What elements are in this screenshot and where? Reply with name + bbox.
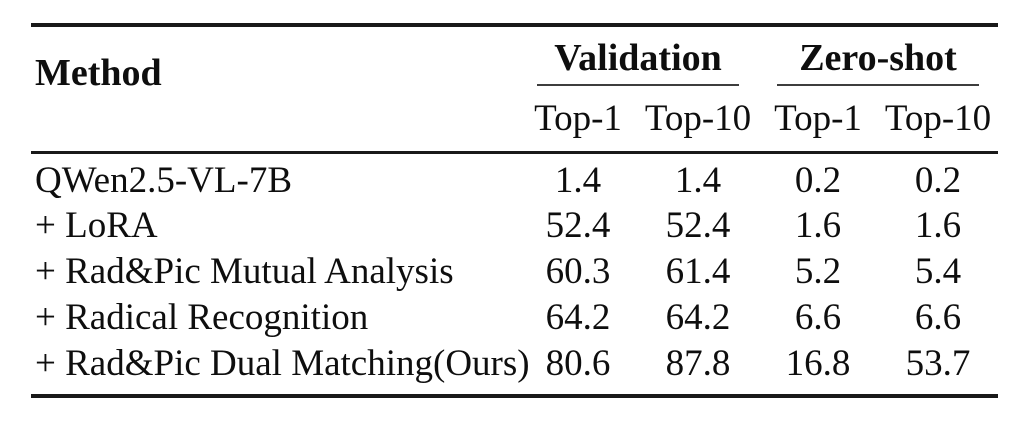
results-table: Method Validation Zero-shot Top-1 Top-10… [31, 23, 998, 398]
group-header-zero-shot: Zero-shot [758, 25, 998, 86]
value-cell: 0.2 [914, 159, 962, 201]
value-cell: 64.2 [545, 297, 611, 338]
value-cell: 1.4 [674, 159, 722, 201]
value-cell: 52.4 [545, 205, 611, 246]
value-cell: 5.2 [794, 251, 842, 292]
value-cell: 16.8 [785, 342, 851, 384]
group-header-validation-label: Validation [537, 39, 739, 86]
method-cell: + Rad&Pic Mutual Analysis [35, 251, 454, 292]
value-cell: 6.6 [914, 297, 962, 338]
value-cell: 60.3 [545, 251, 611, 292]
method-cell: + Radical Recognition [35, 297, 369, 338]
method-column-header-label: Method [35, 52, 162, 94]
value-cell: 1.6 [914, 205, 962, 246]
value-cell: 0.2 [794, 159, 842, 201]
table-row: QWen2.5-VL-7B 1.4 1.4 0.2 0.2 [31, 152, 998, 199]
table-row: + Rad&Pic Dual Matching(Ours) 80.6 87.8 … [31, 337, 998, 396]
method-cell: QWen2.5-VL-7B [35, 159, 292, 201]
method-cell: + Rad&Pic Dual Matching(Ours) [35, 342, 530, 384]
value-cell: 5.4 [914, 251, 962, 292]
column-header-zero-shot-top10: Top-10 [878, 86, 998, 154]
table-header: Method Validation Zero-shot Top-1 Top-10… [31, 25, 998, 154]
table-row: + Radical Recognition 64.2 64.2 6.6 6.6 [31, 291, 998, 337]
method-cell: + LoRA [35, 205, 158, 246]
value-cell: 1.6 [794, 205, 842, 246]
group-header-validation: Validation [518, 25, 758, 86]
table-row: + LoRA 52.4 52.4 1.6 1.6 [31, 199, 998, 245]
group-header-zero-shot-label: Zero-shot [777, 39, 979, 86]
table-row: + Rad&Pic Mutual Analysis 60.3 61.4 5.2 … [31, 245, 998, 291]
column-header-validation-top1: Top-1 [518, 86, 638, 154]
value-cell: 6.6 [794, 297, 842, 338]
column-header-validation-top10: Top-10 [638, 86, 758, 154]
column-header-zero-shot-top1: Top-1 [758, 86, 878, 154]
value-cell: 1.4 [554, 159, 602, 201]
header-group-row: Method Validation Zero-shot [31, 25, 998, 154]
value-cell: 53.7 [905, 342, 971, 384]
method-column-header: Method [31, 25, 518, 154]
table-body: QWen2.5-VL-7B 1.4 1.4 0.2 0.2 + LoRA 52.… [31, 152, 998, 396]
value-cell: 64.2 [665, 297, 731, 338]
value-cell: 52.4 [665, 205, 731, 246]
value-cell: 87.8 [665, 342, 731, 384]
header-sub-row: Top-1 Top-10 Top-1 Top-10 [31, 86, 998, 154]
value-cell: 80.6 [545, 342, 611, 384]
value-cell: 61.4 [665, 251, 731, 292]
